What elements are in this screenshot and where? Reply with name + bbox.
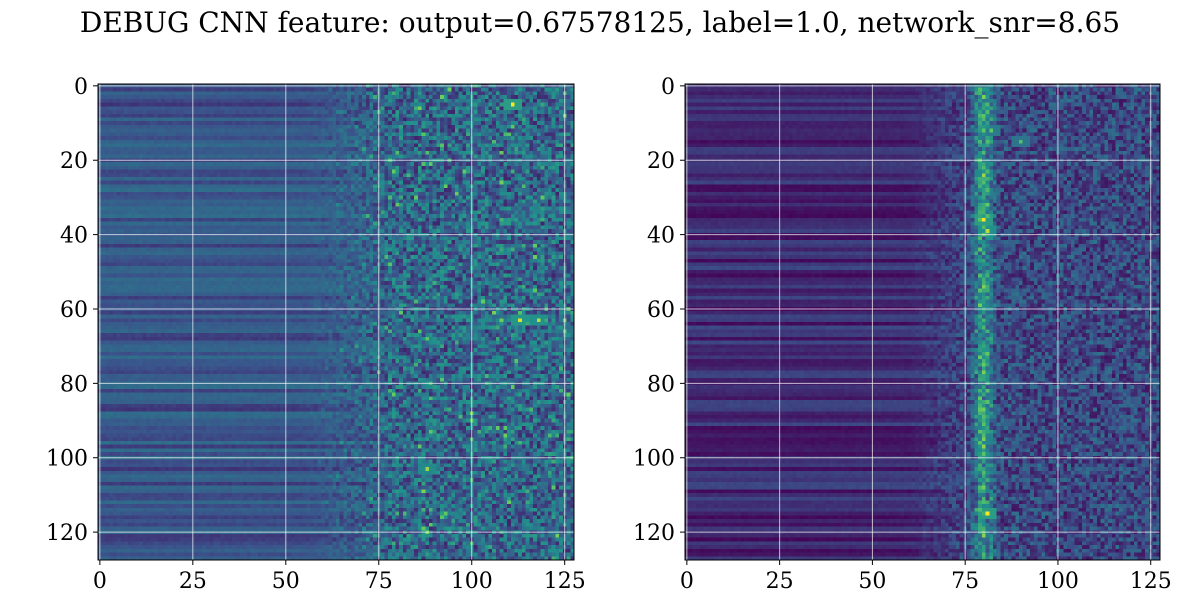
- heatmap-left-grid: [98, 84, 574, 560]
- heatmap-left-x-ticks: 0 25 50 75 100 125: [93, 560, 586, 594]
- x-tick-label-75: 75: [951, 569, 979, 594]
- x-tick-label-125: 125: [1130, 569, 1172, 594]
- x-tick-label-100: 100: [451, 569, 493, 594]
- heatmap-left-border: [97, 83, 575, 561]
- y-tick-label-100: 100: [46, 447, 88, 472]
- y-tick-label-20: 20: [647, 149, 675, 174]
- x-tick-label-100: 100: [1037, 569, 1079, 594]
- heatmap-right-image: [685, 84, 1160, 560]
- y-tick-label-0: 0: [74, 75, 88, 100]
- x-tick-label-25: 25: [766, 569, 794, 594]
- heatmap-panel-right: 0 25 50 75 100 125 0 20 40 60 80 100 120: [633, 75, 1172, 594]
- y-tick-label-120: 120: [633, 521, 675, 546]
- heatmap-right-border: [684, 83, 1161, 561]
- y-tick-label-60: 60: [60, 298, 88, 323]
- x-tick-label-25: 25: [179, 569, 207, 594]
- x-tick-label-50: 50: [272, 569, 300, 594]
- x-tick-label-50: 50: [858, 569, 886, 594]
- y-tick-label-0: 0: [661, 75, 675, 100]
- y-tick-label-80: 80: [60, 372, 88, 397]
- x-tick-label-125: 125: [544, 569, 586, 594]
- y-tick-label-40: 40: [647, 224, 675, 249]
- y-tick-label-120: 120: [46, 521, 88, 546]
- x-tick-label-0: 0: [93, 569, 107, 594]
- y-tick-label-40: 40: [60, 224, 88, 249]
- heatmap-right-y-ticks: 0 20 40 60 80 100 120: [633, 75, 685, 546]
- y-tick-label-20: 20: [60, 149, 88, 174]
- y-tick-label-60: 60: [647, 298, 675, 323]
- heatmap-left-image: [98, 84, 574, 560]
- x-tick-label-0: 0: [680, 569, 694, 594]
- heatmap-panel-left: 0 25 50 75 100 125 0 20 40 60 80 100 120: [46, 75, 586, 594]
- heatmap-left-y-ticks: 0 20 40 60 80 100 120: [46, 75, 98, 546]
- heatmap-right-grid: [685, 84, 1160, 560]
- figure-title: DEBUG CNN feature: output=0.67578125, la…: [79, 6, 1121, 39]
- y-tick-label-100: 100: [633, 447, 675, 472]
- y-tick-label-80: 80: [647, 372, 675, 397]
- heatmap-right-x-ticks: 0 25 50 75 100 125: [680, 560, 1172, 594]
- x-tick-label-75: 75: [365, 569, 393, 594]
